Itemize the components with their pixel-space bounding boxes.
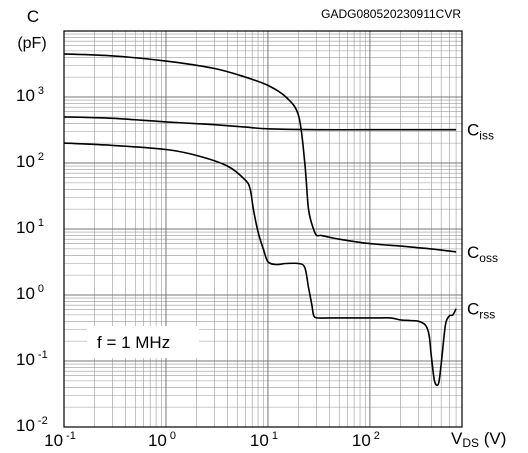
plot-frame <box>63 30 463 428</box>
x-tick-label: 10 -1 <box>44 430 76 450</box>
y-axis-label: C <box>27 7 39 26</box>
y-axis-unit: (pF) <box>17 35 46 52</box>
series-layer: Ciss Coss Crss <box>63 53 498 387</box>
annotation-box <box>87 326 199 358</box>
x-axis-label: VDS (V) <box>451 429 506 450</box>
x-tick-label: 10 1 <box>250 430 278 450</box>
series-ciss-label: Ciss <box>467 121 494 143</box>
y-tick-label: 10 2 <box>16 151 44 171</box>
y-tick-label: 10 -2 <box>16 415 48 435</box>
series-crss-line <box>63 142 457 387</box>
series-ciss-line <box>63 116 457 131</box>
series-crss-label: Crss <box>467 300 495 322</box>
y-tick-label: 10 3 <box>16 85 44 105</box>
x-axis-label-unit: (V) <box>479 429 506 448</box>
frequency-annotation: f = 1 MHz <box>97 333 170 352</box>
figure-code: GADG080520230911CVR <box>321 7 461 21</box>
y-tick-label: 10 0 <box>16 283 44 303</box>
series-coss-label: Coss <box>467 243 498 265</box>
x-axis-label-sub: DS <box>462 436 479 450</box>
x-tick-label: 10 0 <box>148 430 176 450</box>
series-coss-line <box>63 53 457 253</box>
x-axis-label-main: V <box>451 429 463 448</box>
y-tick-label: 10 1 <box>16 217 44 237</box>
tick-labels: 10 -1 10 0 10 1 10 210 -210 -110 010 110 210 3 <box>16 85 380 450</box>
y-tick-label: 10 -1 <box>16 349 48 369</box>
x-tick-label: 10 2 <box>352 430 380 450</box>
